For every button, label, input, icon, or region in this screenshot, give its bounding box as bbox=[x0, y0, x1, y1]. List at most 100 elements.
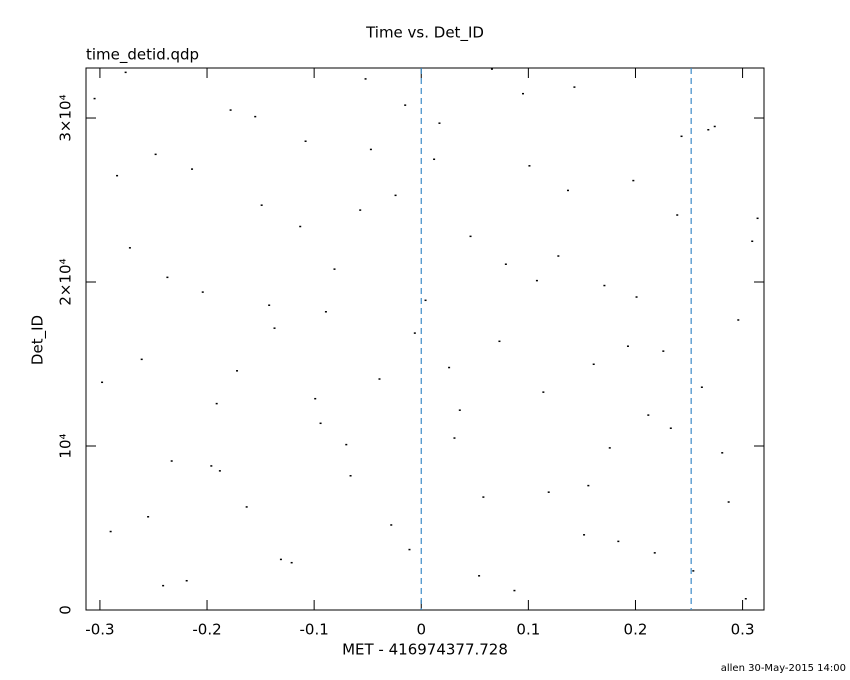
point bbox=[653, 552, 656, 554]
point bbox=[676, 214, 679, 216]
plot-frame bbox=[85, 67, 765, 611]
point bbox=[124, 71, 127, 74]
point bbox=[547, 491, 550, 493]
point bbox=[229, 109, 232, 111]
chart-subtitle: time_detid.qdp bbox=[86, 46, 199, 65]
point bbox=[603, 284, 606, 287]
point bbox=[162, 584, 165, 587]
point bbox=[319, 422, 322, 425]
chart-title: Time vs. Det_ID bbox=[365, 24, 484, 43]
point bbox=[478, 575, 481, 577]
point bbox=[737, 319, 740, 321]
point bbox=[482, 496, 485, 498]
point bbox=[453, 437, 456, 439]
point bbox=[147, 516, 150, 518]
point bbox=[721, 452, 724, 454]
point bbox=[744, 598, 747, 600]
point bbox=[154, 153, 157, 156]
point bbox=[573, 86, 576, 88]
point bbox=[669, 427, 672, 429]
point bbox=[566, 189, 569, 192]
point bbox=[109, 530, 112, 533]
x-tick-label: 0.2 bbox=[624, 621, 648, 639]
x-tick-label: 0.3 bbox=[731, 621, 755, 639]
point bbox=[408, 548, 411, 551]
y-tick-label: 10⁴ bbox=[57, 433, 75, 458]
y-tick-label: 2×10⁴ bbox=[57, 258, 75, 305]
point bbox=[617, 540, 620, 543]
point bbox=[324, 311, 327, 313]
point bbox=[458, 409, 461, 411]
point bbox=[364, 78, 367, 80]
point bbox=[245, 506, 248, 508]
point bbox=[632, 179, 635, 182]
x-axis-label: MET - 416974377.728 bbox=[342, 641, 508, 659]
point bbox=[404, 104, 407, 106]
point bbox=[528, 165, 531, 167]
footer: allen 30-May-2015 14:00 bbox=[721, 663, 846, 674]
point bbox=[692, 570, 695, 572]
point bbox=[513, 589, 516, 592]
point bbox=[587, 484, 590, 487]
point bbox=[504, 263, 507, 265]
point bbox=[635, 296, 638, 298]
point bbox=[299, 225, 302, 228]
point bbox=[116, 174, 119, 177]
point bbox=[448, 366, 451, 369]
point bbox=[498, 340, 501, 343]
point bbox=[424, 299, 427, 302]
point bbox=[756, 217, 759, 220]
point bbox=[727, 501, 730, 503]
point bbox=[390, 524, 393, 526]
point bbox=[140, 358, 143, 361]
point bbox=[522, 92, 525, 95]
point bbox=[304, 140, 307, 142]
point bbox=[751, 240, 754, 243]
point bbox=[583, 534, 586, 536]
point bbox=[101, 381, 104, 384]
point bbox=[268, 304, 271, 306]
point bbox=[662, 350, 665, 352]
y-axis-label: Det_ID bbox=[29, 315, 48, 365]
point bbox=[359, 209, 362, 211]
point bbox=[378, 378, 381, 380]
point bbox=[369, 148, 372, 151]
point bbox=[413, 332, 416, 334]
point bbox=[345, 443, 348, 446]
x-tick-label: -0.2 bbox=[192, 621, 221, 639]
y-tick-label: 0 bbox=[57, 605, 75, 615]
point bbox=[254, 115, 257, 118]
point bbox=[93, 97, 96, 100]
point bbox=[707, 128, 710, 131]
point bbox=[626, 345, 629, 347]
point bbox=[260, 204, 263, 206]
point bbox=[713, 125, 716, 128]
point bbox=[608, 447, 611, 449]
point bbox=[290, 561, 293, 564]
point bbox=[185, 579, 188, 582]
x-tick-label: 0.1 bbox=[516, 621, 540, 639]
x-tick-label: -0.3 bbox=[85, 621, 114, 639]
point bbox=[191, 168, 194, 170]
point bbox=[542, 391, 545, 393]
y-tick-label: 3×10⁴ bbox=[57, 94, 75, 141]
point bbox=[433, 158, 436, 161]
point bbox=[210, 465, 213, 467]
point bbox=[236, 370, 239, 372]
point bbox=[469, 235, 472, 238]
point bbox=[647, 414, 650, 416]
point bbox=[394, 194, 397, 197]
point bbox=[218, 470, 221, 472]
x-tick-label: 0 bbox=[416, 621, 426, 639]
point bbox=[700, 386, 703, 388]
point bbox=[438, 122, 441, 124]
point bbox=[273, 327, 276, 329]
point bbox=[680, 135, 683, 138]
point bbox=[314, 397, 317, 400]
point bbox=[490, 68, 493, 70]
point bbox=[333, 268, 336, 270]
point bbox=[535, 279, 538, 282]
point bbox=[128, 247, 131, 249]
point bbox=[592, 363, 595, 366]
point bbox=[201, 291, 204, 293]
